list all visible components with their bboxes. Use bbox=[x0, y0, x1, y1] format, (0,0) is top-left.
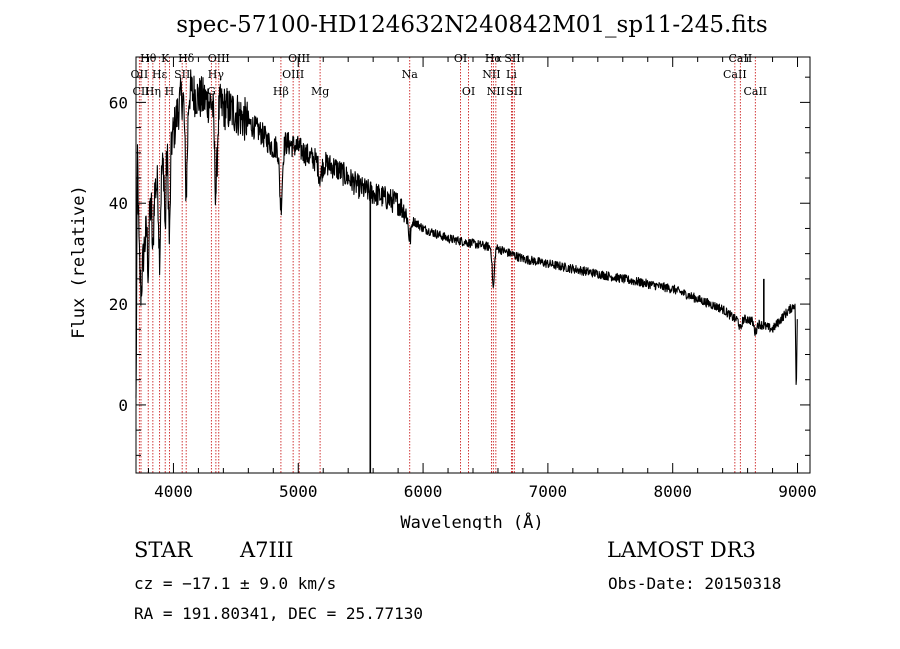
line-label: NII bbox=[482, 68, 500, 81]
line-label: Na bbox=[402, 68, 419, 81]
spectrum-chart: spec-57100-HD124632N240842M01_sp11-245.f… bbox=[69, 12, 817, 530]
line-label: OIII bbox=[282, 68, 304, 81]
line-label: Hδ bbox=[178, 52, 195, 65]
spectral-type: A7III bbox=[240, 538, 294, 562]
line-label: Hα bbox=[485, 52, 503, 65]
survey-name: LAMOST DR3 bbox=[607, 538, 756, 562]
line-label: CII bbox=[132, 85, 149, 98]
line-label: SII bbox=[174, 68, 190, 81]
redshift-value: cz = −17.1 ± 9.0 km/s bbox=[134, 574, 337, 593]
line-label: OI bbox=[462, 85, 475, 98]
y-tick-label: 60 bbox=[109, 93, 128, 112]
x-tick-label: 7000 bbox=[529, 482, 568, 501]
observation-date: Obs-Date: 20150318 bbox=[608, 574, 782, 593]
line-label: SII bbox=[506, 85, 522, 98]
line-label: OI bbox=[454, 52, 467, 65]
x-axis-label: Wavelength (Å) bbox=[400, 511, 543, 530]
y-tick-label: 40 bbox=[109, 194, 128, 213]
x-tick-label: 9000 bbox=[778, 482, 817, 501]
line-label: OII bbox=[131, 68, 149, 81]
y-tick-label: 20 bbox=[109, 295, 128, 314]
line-label: OIII bbox=[208, 52, 230, 65]
object-class: STAR bbox=[134, 538, 193, 562]
line-label: Hγ bbox=[208, 68, 225, 81]
line-label: SII bbox=[504, 52, 520, 65]
line-label: Mg bbox=[311, 85, 329, 98]
line-label: H bbox=[165, 85, 175, 98]
x-tick-label: 8000 bbox=[653, 482, 692, 501]
spectrum-line bbox=[135, 69, 798, 398]
x-axis-ticks: 4000 5000 6000 7000 8000 9000 bbox=[147, 57, 817, 501]
coordinates: RA = 191.80341, DEC = 25.77130 bbox=[134, 604, 423, 623]
chart-title: spec-57100-HD124632N240842M01_sp11-245.f… bbox=[176, 12, 767, 38]
line-label: K bbox=[161, 52, 170, 65]
x-tick-label: 4000 bbox=[154, 482, 193, 501]
line-label: Hη bbox=[145, 85, 161, 98]
line-label: CaII bbox=[743, 85, 767, 98]
line-label: NII bbox=[487, 85, 505, 98]
x-tick-label: 6000 bbox=[404, 482, 443, 501]
line-label: CaII bbox=[729, 52, 753, 65]
x-tick-label: 5000 bbox=[279, 482, 318, 501]
y-tick-label: 0 bbox=[118, 396, 128, 415]
line-label: Hε bbox=[152, 68, 168, 81]
y-axis-ticks: 0 20 40 60 bbox=[109, 76, 810, 456]
line-label: Hβ bbox=[273, 85, 289, 98]
line-label: CaII bbox=[723, 68, 747, 81]
line-label: OIII bbox=[288, 52, 310, 65]
y-axis-label: Flux (relative) bbox=[69, 185, 89, 339]
line-label: Li bbox=[506, 68, 517, 81]
line-markers bbox=[138, 57, 756, 473]
line-label: G bbox=[207, 85, 216, 98]
spectrum-spikes bbox=[369, 191, 765, 473]
